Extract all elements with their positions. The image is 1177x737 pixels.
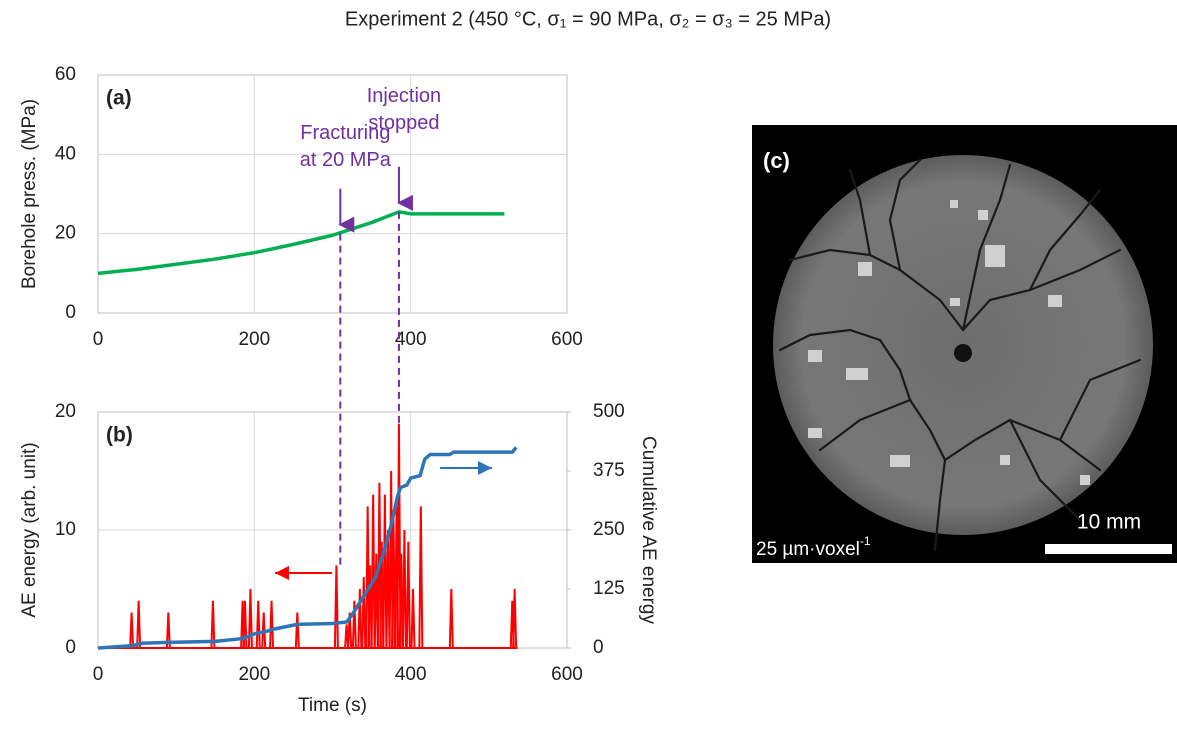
resolution-label: 25 µm·voxel-1 xyxy=(756,534,871,560)
ae-spike xyxy=(255,600,261,649)
scale-bar-label: 10 mm xyxy=(1077,511,1141,534)
y-tick-label: 10 xyxy=(55,519,76,540)
ae-spike xyxy=(396,423,402,649)
ae-spike xyxy=(333,565,339,649)
ae-spike xyxy=(357,588,363,649)
x-axis-label: Time (s) xyxy=(298,695,367,716)
ae-spike xyxy=(401,529,407,649)
ae-spike xyxy=(448,588,454,649)
ae-spike xyxy=(370,494,376,649)
x-tick-label: 400 xyxy=(395,664,427,685)
x-tick-label: 200 xyxy=(238,329,270,350)
axis-arrow-head xyxy=(275,566,289,580)
ae-spike xyxy=(165,612,171,649)
figure-title: Experiment 2 (450 °C, σ₁ = 90 MPa, σ₂ = … xyxy=(345,8,831,30)
ae-spike xyxy=(351,600,357,649)
ae-spike xyxy=(136,600,142,649)
data-line xyxy=(97,210,505,276)
x-tick-label: 600 xyxy=(551,664,583,685)
ae-spike xyxy=(410,588,416,649)
ae-spike xyxy=(247,588,253,649)
y2-tick-label: 125 xyxy=(593,578,625,599)
y-tick-label: 20 xyxy=(55,223,76,244)
x-tick-label: 0 xyxy=(93,664,104,685)
ae-spike xyxy=(129,612,135,649)
ae-spike xyxy=(398,553,404,649)
axis-arrow-head xyxy=(478,461,492,475)
resolution-text: 25 µm·voxel xyxy=(756,539,860,560)
y2-tick-label: 250 xyxy=(593,519,625,540)
panel-label: (c) xyxy=(763,148,790,173)
annotation-text: stopped xyxy=(368,112,439,134)
annotation-text: at 20 MPa xyxy=(300,149,392,171)
ae-spike xyxy=(294,612,300,649)
y2-axis-label: Cumulative AE energy xyxy=(638,436,659,624)
resolution-exponent: -1 xyxy=(860,534,871,548)
x-tick-label: 400 xyxy=(395,329,427,350)
y-axis-label: Borehole press. (MPa) xyxy=(19,99,40,289)
x-tick-label: 200 xyxy=(238,664,270,685)
y-tick-label: 40 xyxy=(55,143,76,164)
panel-label: (b) xyxy=(106,424,133,447)
ct-image xyxy=(752,125,1177,563)
plot-frame xyxy=(97,74,568,314)
y-axis-label: AE energy (arb. unit) xyxy=(19,442,40,617)
ae-spike xyxy=(261,612,267,649)
annotation-text: Injection xyxy=(367,85,442,107)
ae-spike xyxy=(382,494,388,649)
y2-tick-label: 0 xyxy=(593,637,604,658)
ae-spike xyxy=(347,612,353,649)
ae-spike xyxy=(210,600,216,649)
annotation-text: Fracturing xyxy=(300,122,390,144)
y-tick-label: 20 xyxy=(55,401,76,422)
y2-tick-label: 500 xyxy=(593,401,625,422)
ae-spike xyxy=(269,600,275,649)
ae-spike xyxy=(418,506,424,649)
data-line xyxy=(97,446,518,650)
y-tick-label: 60 xyxy=(55,64,76,85)
y2-tick-label: 375 xyxy=(593,460,625,481)
y-tick-label: 0 xyxy=(65,637,76,658)
x-tick-label: 600 xyxy=(551,329,583,350)
x-tick-label: 0 xyxy=(93,329,104,350)
y-tick-label: 0 xyxy=(65,302,76,323)
panel-label: (a) xyxy=(106,87,132,110)
ae-spike xyxy=(405,541,411,649)
ae-spike xyxy=(242,600,248,649)
ae-spike xyxy=(361,577,367,649)
ae-spike xyxy=(512,588,518,649)
